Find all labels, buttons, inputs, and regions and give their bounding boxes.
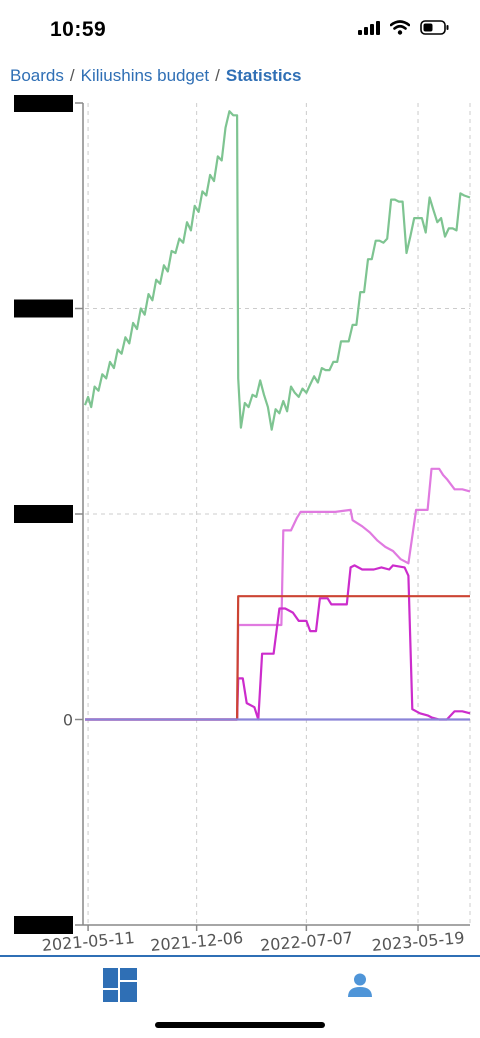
breadcrumb: Boards / Kiliushins budget / Statistics	[10, 66, 301, 86]
y-tick-label-redacted	[14, 299, 73, 318]
status-bar: 10:59	[0, 0, 480, 60]
breadcrumb-boards-link[interactable]: Boards	[10, 66, 64, 85]
wifi-icon	[390, 20, 410, 35]
breadcrumb-board-link[interactable]: Kiliushins budget	[80, 66, 210, 85]
statistics-chart: 0 2021-05-11 2021-12-06 2022-07-07 2023-05-…	[14, 95, 471, 955]
cellular-signal-icon	[358, 20, 380, 35]
y-ticks: 0	[14, 95, 83, 934]
y-tick-label-redacted	[14, 916, 73, 934]
series-line	[85, 564, 471, 721]
x-tick-label: 2023-05-19	[371, 928, 465, 955]
user-icon[interactable]	[347, 972, 373, 998]
dashboard-icon[interactable]	[103, 968, 137, 1002]
battery-icon	[420, 20, 449, 35]
series-line	[83, 110, 471, 431]
y-tick-label-redacted	[14, 95, 73, 112]
x-tick-label: 2022-07-07	[259, 928, 353, 955]
status-icons	[358, 20, 450, 35]
home-indicator	[155, 1022, 325, 1028]
chart-series	[83, 110, 471, 721]
x-tick-label: 2021-12-06	[150, 928, 244, 955]
breadcrumb-current: Statistics	[225, 66, 302, 85]
breadcrumb-separator: /	[215, 66, 220, 85]
bottom-nav-border	[0, 955, 480, 957]
y-tick-label-redacted	[14, 505, 73, 523]
chart-grid	[85, 103, 471, 925]
y-tick-label: 0	[63, 711, 73, 730]
status-time: 10:59	[50, 18, 107, 41]
x-ticks: 2021-05-11 2021-12-06 2022-07-07 2023-05-19	[41, 925, 465, 955]
breadcrumb-separator: /	[69, 66, 75, 85]
